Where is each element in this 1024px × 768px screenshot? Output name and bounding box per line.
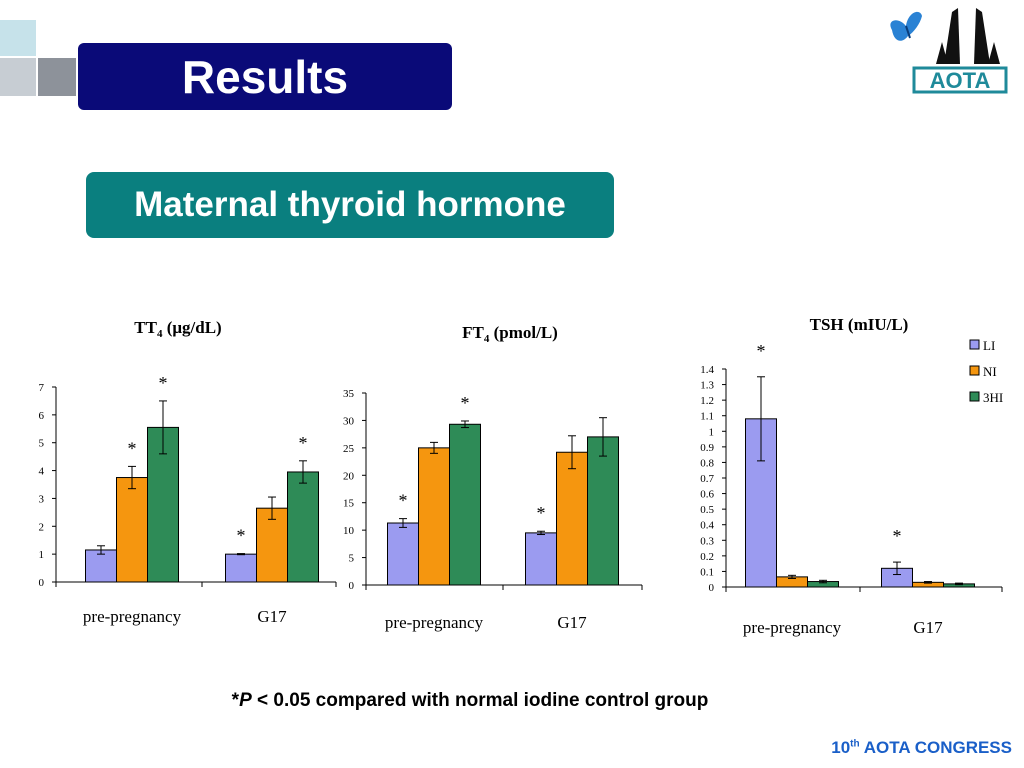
legend-swatch-LI: [969, 339, 980, 350]
butterfly-icon: [890, 11, 922, 41]
category-label: pre-pregnancy: [385, 613, 484, 632]
y-tick-label: 6: [39, 410, 45, 422]
slide-subtitle-text: Maternal thyroid hormone: [134, 185, 566, 224]
footer-sup: th: [850, 738, 860, 750]
bar-3HI-G17: [587, 436, 619, 586]
footer-num: 10: [831, 738, 851, 757]
significance-star: *: [537, 503, 546, 523]
bar-NI-pre-pregnancy: [116, 477, 148, 583]
significance-star: *: [299, 433, 308, 453]
bar-3HI-G17: [287, 471, 319, 583]
bar-LI-G17: [225, 553, 257, 583]
legend-label: LI: [983, 338, 995, 353]
y-tick-label: 7: [39, 382, 45, 394]
y-tick-label: 0.2: [700, 551, 714, 563]
significance-star: *: [461, 393, 470, 413]
legend-label: 3HI: [983, 390, 1003, 405]
footer-label: AOTA CONGRESS: [859, 738, 1012, 757]
y-tick-label: 4: [39, 466, 45, 478]
significance-star: *: [893, 526, 902, 546]
y-tick-label: 5: [39, 438, 45, 450]
y-tick-label: 30: [343, 415, 355, 427]
aota-logo: AOTA: [890, 8, 1008, 94]
corner-square-3: [38, 58, 76, 96]
y-tick-label: 0.4: [700, 520, 714, 532]
bar-LI-G17: [525, 532, 557, 586]
bar-LI-pre-pregnancy: [387, 522, 419, 586]
chart-title: FT4 (pmol/L): [462, 323, 558, 345]
y-tick-label: 0.9: [700, 442, 714, 454]
footnote-star: *: [231, 690, 240, 711]
category-label: pre-pregnancy: [83, 607, 182, 626]
y-tick-label: 10: [343, 525, 355, 537]
chart-title: TSH (mIU/L): [810, 315, 909, 334]
footnote-p: P: [239, 690, 252, 711]
significance-star: *: [159, 373, 168, 393]
bar-3HI-pre-pregnancy: [449, 423, 481, 586]
category-label: G17: [557, 613, 587, 632]
legend-label: NI: [983, 364, 997, 379]
y-tick-label: 1.4: [700, 364, 714, 376]
significance-star: *: [757, 341, 766, 361]
slide-title: Results: [78, 43, 452, 110]
slide-title-text: Results: [181, 50, 349, 103]
corner-square-1: [0, 20, 36, 56]
logo-text: AOTA: [930, 68, 991, 93]
significance-star: *: [237, 526, 246, 546]
y-tick-label: 1: [39, 549, 45, 561]
corner-square-2: [0, 58, 36, 96]
y-tick-label: 0: [39, 577, 45, 589]
y-tick-label: 0.6: [700, 489, 714, 501]
y-tick-label: 0.5: [700, 504, 714, 516]
y-tick-label: 35: [343, 388, 355, 400]
category-label: pre-pregnancy: [743, 618, 842, 637]
category-label: G17: [913, 618, 943, 637]
legend-swatch-3HI: [969, 391, 980, 402]
bar-LI-pre-pregnancy: [85, 549, 117, 583]
y-tick-label: 2: [39, 521, 45, 533]
y-tick-label: 15: [343, 498, 355, 510]
y-tick-label: 25: [343, 443, 355, 455]
bar-NI-pre-pregnancy: [418, 447, 450, 586]
chart-title: TT4 (μg/dL): [134, 318, 221, 340]
y-tick-label: 1: [709, 426, 715, 438]
legend-swatch-NI: [969, 365, 980, 376]
y-tick-label: 1.3: [700, 380, 714, 392]
y-tick-label: 20: [343, 470, 355, 482]
footer-text: 10th AOTA CONGRESS: [831, 738, 1012, 758]
slide-subtitle: Maternal thyroid hormone: [86, 172, 614, 238]
y-tick-label: 0.3: [700, 535, 714, 547]
category-label: G17: [257, 607, 287, 626]
y-tick-label: 1.1: [700, 411, 714, 423]
y-tick-label: 3: [39, 493, 45, 505]
bar-NI-G17: [556, 451, 588, 586]
y-tick-label: 5: [349, 553, 355, 565]
y-tick-label: 0.1: [700, 566, 714, 578]
y-tick-label: 1.2: [700, 395, 714, 407]
y-tick-label: 0: [709, 582, 715, 594]
footnote-text: < 0.05 compared with normal iodine contr…: [251, 690, 709, 711]
footnote: *P < 0.05 compared with normal iodine co…: [0, 690, 940, 712]
y-tick-label: 0.7: [700, 473, 714, 485]
y-tick-label: 0: [349, 580, 355, 592]
temple-icon: [936, 8, 1000, 64]
y-tick-label: 0.8: [700, 457, 714, 469]
significance-star: *: [399, 491, 408, 511]
significance-star: *: [128, 438, 137, 458]
